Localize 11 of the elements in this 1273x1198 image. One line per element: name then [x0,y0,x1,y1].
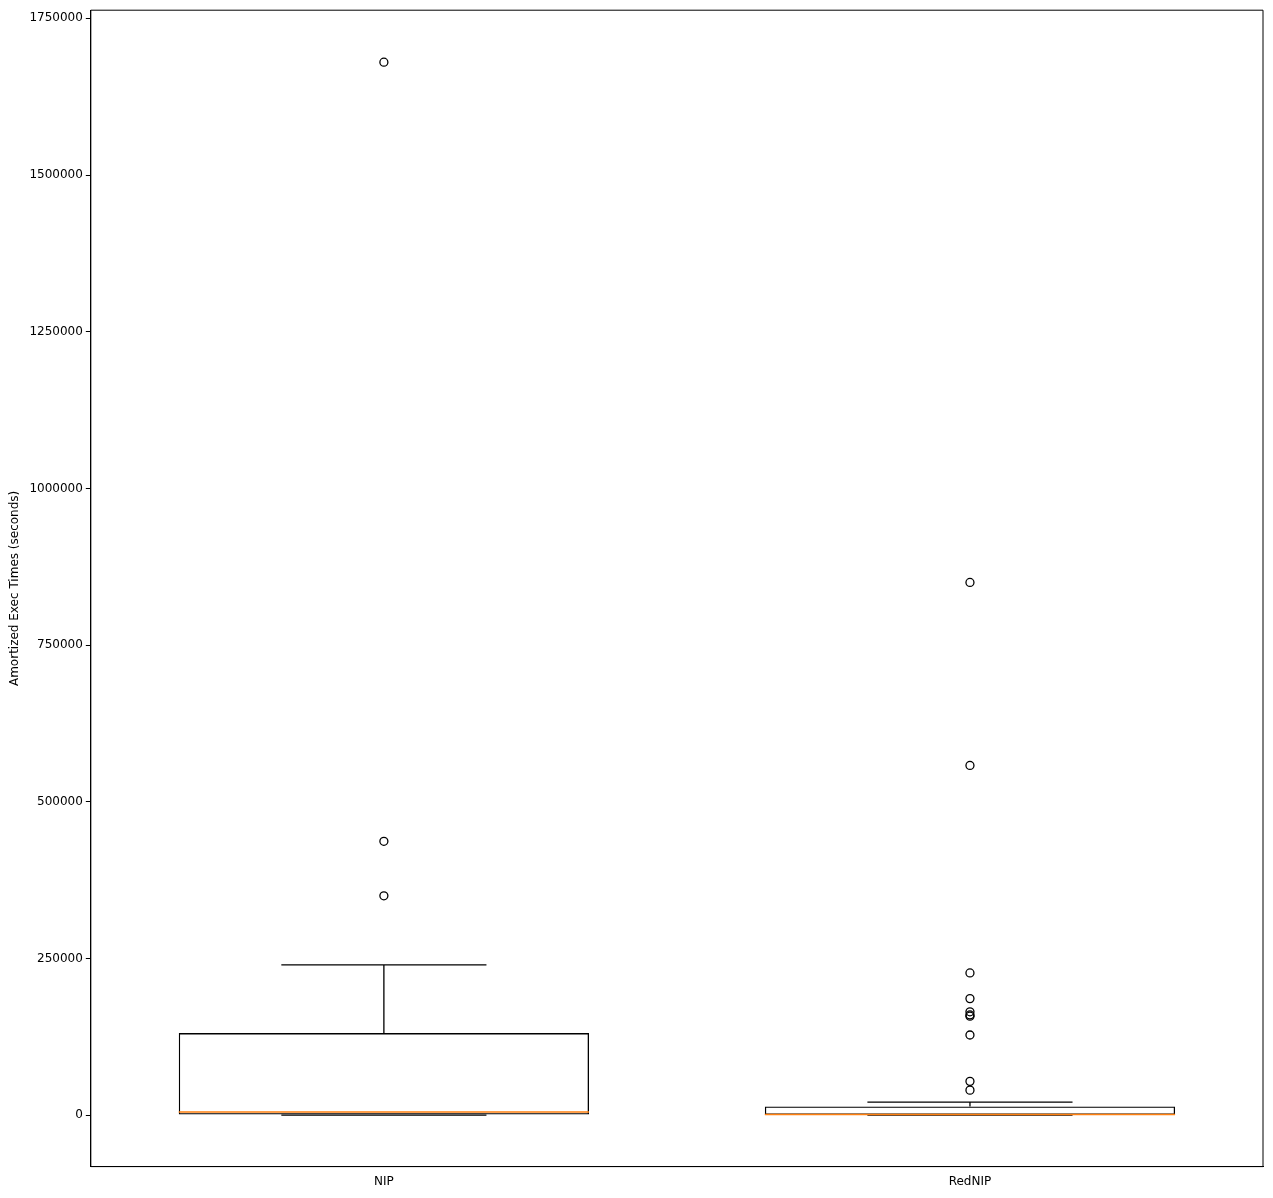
y-tick-label: 1250000 [29,323,83,338]
y-tick-label: 1750000 [29,10,83,25]
y-tick-label: 1500000 [29,167,83,182]
y-tick-label: 0 [75,1107,83,1122]
y-tick-label: 1000000 [29,480,83,495]
x-tick-label: RedNIP [948,1173,992,1188]
x-tick-label: NIP [374,1173,394,1188]
y-tick-label: 500000 [37,793,83,808]
y-axis-title: Amortized Exec Times (seconds) [7,490,22,687]
y-tick-label: 250000 [37,950,83,965]
y-tick-label: 750000 [37,637,83,652]
